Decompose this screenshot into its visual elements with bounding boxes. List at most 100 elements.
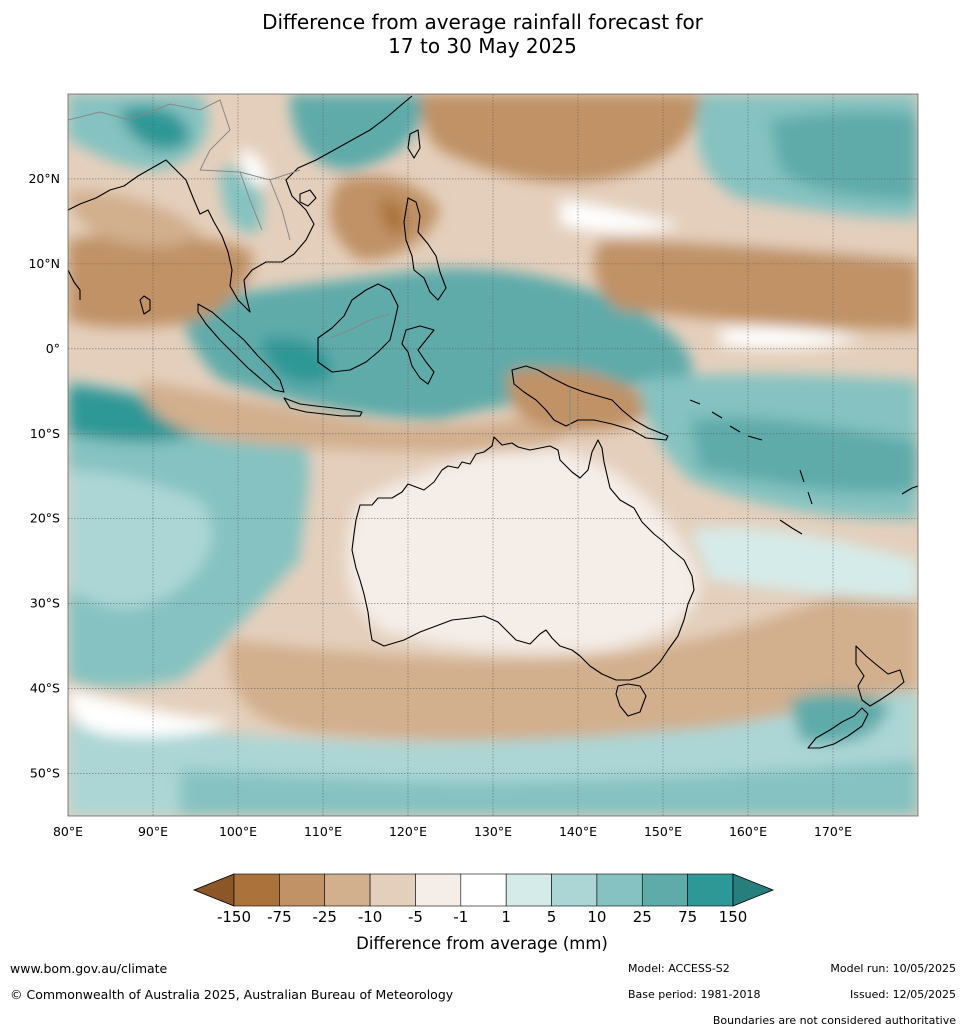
model-run-date: Model run: 10/05/2025: [830, 962, 956, 975]
asia-borders: [68, 99, 301, 241]
longitude-label: 130°E: [474, 824, 512, 839]
colorbar-title: Difference from average (mm): [356, 934, 608, 953]
colorbar-swatch: [233, 873, 280, 907]
borneo-border: [329, 313, 391, 339]
tasmania-coastline: [615, 683, 647, 717]
colorbar-swatch: [687, 873, 734, 907]
base-period: Base period: 1981-2018: [628, 988, 761, 1001]
issued-date: Issued: 12/05/2025: [849, 988, 956, 1001]
philippine-sea-dry: [420, 94, 700, 183]
new-guinea-dry: [507, 368, 650, 432]
longitude-label: 110°E: [304, 824, 342, 839]
sri-lanka-coastline: [139, 295, 151, 315]
north-pacific-wetter: [770, 111, 918, 200]
new-zealand-coastline: [807, 645, 905, 749]
sulawesi-coastline: [401, 325, 435, 385]
colorbar-tick-label: 150: [719, 908, 748, 926]
colorbar-swatch: [641, 873, 688, 907]
boundaries-disclaimer: Boundaries are not considered authoritat…: [712, 1014, 956, 1027]
colorbar-extend-low: [192, 873, 235, 907]
bay-of-bengal-dry: [68, 190, 200, 247]
coral-sea-wetter: [690, 417, 918, 493]
longitude-label: 80°E: [53, 824, 83, 839]
near-zero-pocket-3: [720, 328, 860, 349]
southern-ocean-wetter: [180, 760, 918, 816]
latitude-label: 20°S: [30, 511, 60, 526]
colorbar-swatch: [551, 873, 598, 907]
latitude-label: 40°S: [30, 681, 60, 696]
colorbar-tick-label: -150: [217, 908, 251, 926]
map-title: Difference from average rainfall forecas…: [0, 10, 965, 58]
longitude-labels: 80°E 90°E 100°E 110°E 120°E 130°E 140°E 150°E 16…: [53, 824, 852, 839]
colorbar-tick-label: 1: [501, 908, 511, 926]
longitude-label: 90°E: [138, 824, 168, 839]
map-frame: [67, 93, 919, 817]
java-sea-wettest: [260, 337, 332, 384]
colorbar-swatch: [505, 873, 552, 907]
fiji-coastline: [901, 485, 918, 495]
title-line-1: Difference from average rainfall forecas…: [262, 10, 703, 34]
rainfall-map: 80°E 90°E 100°E 110°E 120°E 130°E 140°E 150°E 16…: [28, 93, 919, 953]
colorbar-tick-label: 5: [547, 908, 557, 926]
latitude-label: 10°N: [28, 256, 60, 271]
colorbar-swatch: [279, 873, 326, 907]
latitude-labels: 20°N 10°N 0° 10°S 20°S 30°S 40°S 50°S: [28, 171, 60, 781]
latitude-label: 50°S: [30, 766, 60, 781]
colorbar-swatch: [415, 873, 462, 907]
rainfall-field: [68, 94, 918, 816]
near-zero-pocket-2: [560, 200, 680, 233]
longitude-label: 140°E: [559, 824, 597, 839]
longitude-label: 120°E: [389, 824, 427, 839]
colorbar-tick-label: -5: [408, 908, 423, 926]
colorbar-tick-label: -75: [267, 908, 292, 926]
colorbar-swatch: [324, 873, 371, 907]
philippines-driest: [380, 199, 406, 234]
latitude-label: 30°S: [30, 596, 60, 611]
national-borders: [68, 99, 571, 430]
indian-ocean-wettest: [68, 385, 210, 442]
colorbar-swatch: [369, 873, 416, 907]
graticule: [68, 94, 918, 816]
colorbar-tick-label: -25: [312, 908, 337, 926]
colorbar-tick-label: 25: [633, 908, 652, 926]
equatorial-indian-dry: [68, 233, 253, 328]
tasman-moderate: [690, 527, 918, 600]
title-line-2: 17 to 30 May 2025: [388, 34, 577, 58]
solomon-islands-coastline: [689, 399, 763, 441]
new-guinea-coastline: [511, 365, 669, 441]
longitude-label: 160°E: [729, 824, 767, 839]
website-link[interactable]: www.bom.gov.au/climate: [10, 961, 168, 976]
near-zero-pocket-1: [68, 690, 230, 737]
copyright-notice: © Commonwealth of Australia 2025, Austra…: [10, 987, 454, 1002]
southern-dry-band: [228, 590, 918, 741]
vanuatu-coastline: [799, 469, 813, 505]
new-caledonia-coastline: [779, 519, 803, 535]
latitude-label: 10°S: [30, 426, 60, 441]
indochina-wet: [220, 168, 263, 233]
colorbar-tick-label: 75: [678, 908, 697, 926]
colorbar-tick-label: -1: [453, 908, 468, 926]
colorbar-tick-label: 10: [587, 908, 606, 926]
colorbar-tick-label: -10: [358, 908, 383, 926]
timor-sea-dry: [140, 380, 568, 452]
taiwan-coastline: [407, 129, 421, 159]
central-pacific-dry: [594, 240, 918, 330]
latitude-label: 20°N: [28, 171, 60, 186]
longitude-label: 150°E: [644, 824, 682, 839]
india-coastline: [68, 269, 81, 300]
longitude-label: 100°E: [219, 824, 257, 839]
australia-near-average: [346, 448, 700, 652]
australia-coastline: [351, 436, 695, 681]
latitude-label: 0°: [46, 341, 60, 356]
hainan-coastline: [299, 189, 317, 207]
indian-ocean-moderate: [68, 470, 213, 609]
colorbar-swatch: [596, 873, 643, 907]
anomaly-shading: [68, 94, 918, 816]
borneo-coastline: [317, 283, 399, 373]
colorbar-extend-high: [732, 873, 775, 907]
sumatra-coastline: [197, 303, 285, 393]
new-zealand-wet: [790, 693, 890, 744]
java-coastline: [283, 397, 363, 417]
model-name: Model: ACCESS-S2: [628, 962, 730, 975]
coastlines: [68, 95, 918, 749]
